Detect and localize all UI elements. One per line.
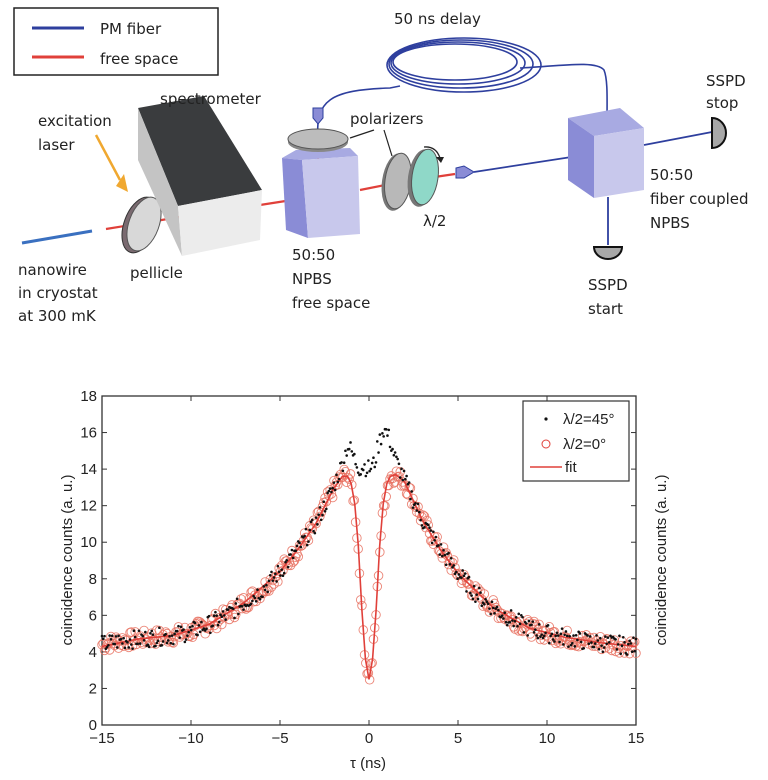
y-tick-labels: 0 2 4 6 8 10 12 14 16 18 — [80, 388, 97, 734]
dot-marker-icon — [544, 417, 548, 421]
npbs-free-space-cube — [282, 148, 360, 238]
y-tick-label: 12 — [80, 498, 97, 515]
halfwave-plate-icon — [407, 148, 439, 207]
y-tick-label: 0 — [89, 717, 97, 734]
legend-free-space-label: free space — [100, 50, 178, 68]
delay-label: 50 ns delay — [394, 10, 481, 28]
diagram-legend: PM fiber free space — [13, 7, 219, 76]
legend-fit-label: fit — [565, 459, 578, 476]
y-tick-label: 8 — [89, 571, 97, 588]
spectrometer-icon — [138, 96, 262, 256]
x-tick-label: 5 — [454, 730, 462, 747]
spectrometer-label: spectrometer — [160, 90, 262, 108]
y-tick-label: 6 — [89, 607, 97, 624]
x-tick-labels: −15 −10 −5 0 5 10 15 — [89, 730, 644, 747]
y-tick-label: 10 — [80, 534, 97, 551]
data-series — [97, 427, 641, 685]
y-tick-label: 16 — [80, 425, 97, 442]
nanowire-icon — [21, 229, 93, 245]
rotation-arrow-icon — [423, 146, 441, 159]
legend-fiber-label: PM fiber — [100, 20, 162, 38]
halfwave-label: λ/2 — [423, 212, 446, 230]
sspd-stop-label-1: SSPD — [706, 72, 746, 90]
y-axis-label: coincidence counts (a. u.) — [59, 475, 76, 646]
rotation-arrowhead-icon — [436, 157, 444, 163]
x-tick-label: 0 — [365, 730, 373, 747]
npbs-fiber-label-3: NPBS — [650, 214, 690, 232]
fiber-coupler-icon — [312, 107, 324, 125]
y-tick-label: 18 — [80, 388, 97, 405]
legend-0-label: λ/2=0° — [563, 436, 606, 453]
sspd-start-detector-icon — [592, 246, 624, 260]
pellicle-icon — [121, 196, 162, 254]
npbs-fiber-cube — [568, 108, 644, 198]
y-tick-label: 4 — [89, 644, 97, 661]
npbs-free-label-2: NPBS — [292, 270, 332, 288]
y-axis-label-right: coincidence counts (a. u.) — [653, 475, 670, 646]
excitation-label-2: laser — [38, 136, 75, 154]
nanowire-label-1: nanowire — [18, 261, 87, 279]
nanowire-label-3: at 300 mK — [18, 307, 97, 325]
fiber-coupler-icon — [455, 165, 475, 179]
x-tick-label: −10 — [178, 730, 203, 747]
y-tick-label: 14 — [80, 461, 97, 478]
npbs-free-label-1: 50:50 — [292, 246, 335, 264]
npbs-fiber-label-2: fiber coupled — [650, 190, 749, 208]
top-polarizer-icon — [287, 128, 349, 152]
sspd-start-label-1: SSPD — [588, 276, 628, 294]
sspd-start-label-2: start — [588, 300, 623, 318]
coincidence-chart: 0 2 4 6 8 10 12 14 16 18 −15 −10 −5 0 5 10 15 τ (ns) co… — [59, 388, 670, 772]
x-tick-label: 10 — [539, 730, 556, 747]
polarizer-leader-line — [383, 129, 393, 157]
excitation-label-1: excitation — [38, 112, 112, 130]
polarizer-leader-line — [349, 129, 375, 139]
fiber-delay-coil — [316, 37, 608, 141]
sspd-stop-label-2: stop — [706, 94, 738, 112]
npbs-free-label-3: free space — [292, 294, 370, 312]
nanowire-label-2: in cryostat — [18, 284, 98, 302]
legend-45-label: λ/2=45° — [563, 411, 614, 428]
polarizers-label: polarizers — [350, 110, 424, 128]
x-tick-label: −5 — [271, 730, 288, 747]
fiber-line — [643, 131, 713, 146]
x-axis-label: τ (ns) — [350, 755, 386, 772]
sspd-stop-detector-icon — [711, 116, 727, 150]
y-tick-label: 2 — [89, 680, 97, 697]
excitation-laser-arrow — [94, 134, 128, 192]
circle-marker-icon — [541, 439, 551, 449]
chart-legend: λ/2=45° λ/2=0° fit — [522, 400, 630, 482]
pellicle-label: pellicle — [130, 264, 183, 282]
x-tick-label: −15 — [89, 730, 114, 747]
fiber-line — [473, 155, 579, 173]
x-tick-label: 15 — [628, 730, 645, 747]
npbs-fiber-label-1: 50:50 — [650, 166, 693, 184]
